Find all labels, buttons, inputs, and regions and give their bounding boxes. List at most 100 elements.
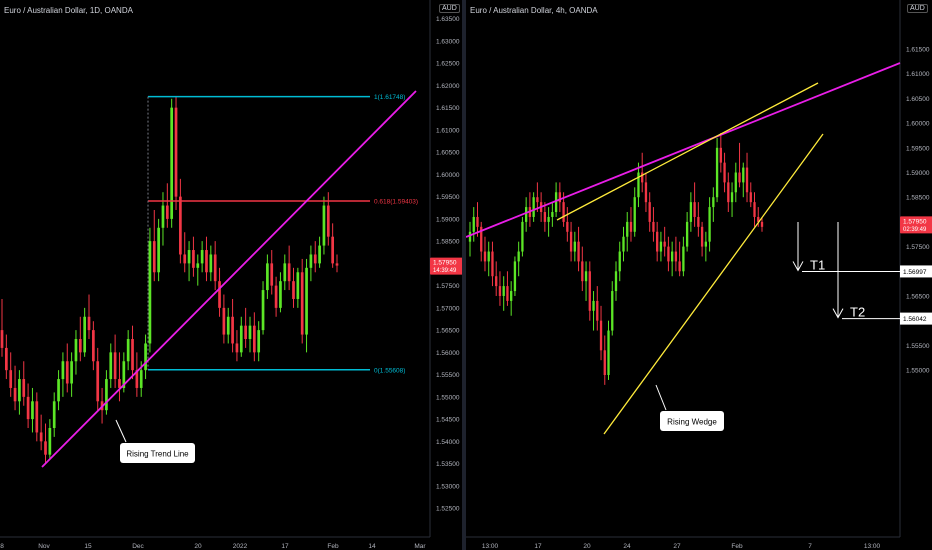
daily-candle-body[interactable] — [287, 263, 291, 282]
h4-candle-body[interactable] — [472, 216, 475, 232]
h4-candle-body[interactable] — [674, 251, 678, 262]
h4-candle-body[interactable] — [697, 216, 700, 227]
h4-candle-body[interactable] — [652, 221, 655, 232]
daily-candle-body[interactable] — [157, 227, 160, 273]
daily-candle-body[interactable] — [326, 205, 330, 237]
wedge-upper-line[interactable] — [556, 82, 819, 221]
h4-candle-body[interactable] — [704, 241, 708, 247]
h4-candle-body[interactable] — [551, 212, 554, 217]
h4-candle-body[interactable] — [708, 207, 711, 242]
h4-candle-body[interactable] — [760, 221, 764, 227]
daily-candle-body[interactable] — [165, 205, 169, 219]
daily-candle-body[interactable] — [231, 316, 234, 344]
h4-candle-body[interactable] — [618, 251, 621, 272]
h4-candle-body[interactable] — [524, 207, 528, 222]
h4-candle-body[interactable] — [468, 231, 472, 242]
h4-candle-body[interactable] — [626, 221, 629, 237]
daily-candle-body[interactable] — [192, 250, 195, 268]
daily-candle-body[interactable] — [322, 205, 326, 246]
h4-candle-body[interactable] — [607, 330, 610, 376]
daily-candle-body[interactable] — [78, 339, 82, 353]
h4-candle-body[interactable] — [498, 286, 502, 296]
h4-candle-body[interactable] — [622, 236, 625, 252]
daily-candle-body[interactable] — [274, 285, 278, 308]
h4-candle-body[interactable] — [685, 221, 689, 247]
h4-candle-body[interactable] — [749, 192, 752, 203]
daily-candle-body[interactable] — [70, 361, 73, 384]
upper-resistance-line[interactable] — [466, 62, 901, 238]
h4-candle-body[interactable] — [495, 276, 498, 287]
daily-currency-badge[interactable]: AUD — [439, 4, 460, 13]
h4-candle-body[interactable] — [689, 202, 693, 222]
h4-candle-body[interactable] — [719, 147, 722, 163]
daily-candle-body[interactable] — [113, 352, 117, 380]
h4-candle-body[interactable] — [723, 162, 726, 183]
daily-candle-body[interactable] — [318, 245, 321, 264]
daily-candle-body[interactable] — [187, 250, 191, 264]
h4-candle-body[interactable] — [641, 172, 644, 183]
h4-candle-body[interactable] — [558, 192, 562, 203]
daily-candle-body[interactable] — [248, 325, 252, 340]
h4-candle-body[interactable] — [730, 192, 734, 203]
daily-candle-body[interactable] — [35, 401, 39, 433]
daily-candle-body[interactable] — [13, 387, 17, 402]
daily-candle-body[interactable] — [139, 370, 143, 388]
daily-candle-body[interactable] — [52, 401, 56, 428]
daily-candle-body[interactable] — [57, 379, 60, 402]
daily-candle-body[interactable] — [183, 254, 187, 264]
h4-candle-body[interactable] — [614, 271, 618, 292]
h4-currency-badge[interactable]: AUD — [907, 4, 928, 13]
daily-candle-body[interactable] — [226, 316, 230, 335]
daily-candle-body[interactable] — [239, 325, 243, 353]
h4-candle-body[interactable] — [644, 182, 648, 203]
h4-candle-body[interactable] — [700, 226, 704, 247]
daily-candle-body[interactable] — [292, 281, 295, 299]
daily-candle-body[interactable] — [174, 107, 178, 197]
h4-candle-body[interactable] — [487, 251, 490, 262]
daily-candle-body[interactable] — [266, 263, 269, 291]
daily-candle-body[interactable] — [313, 254, 317, 264]
daily-candle-body[interactable] — [179, 196, 182, 255]
h4-candle-body[interactable] — [611, 291, 614, 331]
h4-candle-body[interactable] — [727, 182, 730, 203]
h4-candle-body[interactable] — [648, 202, 651, 222]
daily-candle-body[interactable] — [65, 361, 69, 384]
h4-candle-body[interactable] — [566, 221, 569, 232]
h4-candle-body[interactable] — [678, 261, 681, 272]
daily-candle-body[interactable] — [205, 250, 208, 273]
h4-candle-body[interactable] — [734, 172, 737, 193]
h4-candle-body[interactable] — [599, 320, 603, 351]
h4-candle-body[interactable] — [562, 202, 565, 222]
h4-candle-body[interactable] — [532, 197, 535, 217]
h4-candle-body[interactable] — [745, 167, 749, 193]
daily-candle-body[interactable] — [161, 205, 165, 228]
daily-candle-body[interactable] — [218, 281, 221, 308]
daily-candle-body[interactable] — [96, 361, 100, 402]
daily-candle-body[interactable] — [126, 339, 130, 362]
h4-candle-body[interactable] — [753, 202, 756, 217]
daily-candle-body[interactable] — [296, 272, 300, 299]
h4-candle-body[interactable] — [521, 221, 524, 252]
daily-candle-body[interactable] — [283, 263, 287, 282]
h4-candle-body[interactable] — [656, 231, 659, 252]
daily-candle-body[interactable] — [31, 401, 34, 420]
daily-candle-body[interactable] — [270, 263, 274, 286]
h4-candle-body[interactable] — [517, 251, 520, 262]
h4-candle-body[interactable] — [637, 172, 640, 198]
daily-candle-body[interactable] — [152, 241, 156, 273]
h4-candle-body[interactable] — [712, 197, 715, 208]
daily-candle-body[interactable] — [22, 379, 26, 397]
daily-candle-body[interactable] — [122, 361, 126, 388]
daily-candle-body[interactable] — [209, 254, 213, 273]
daily-candle-body[interactable] — [9, 370, 13, 388]
h4-candle-body[interactable] — [510, 291, 513, 301]
daily-candle-body[interactable] — [309, 254, 313, 268]
h4-candle-body[interactable] — [483, 251, 487, 262]
h4-candle-body[interactable] — [502, 286, 505, 296]
h4-candle-body[interactable] — [588, 271, 591, 311]
h4-candle-body[interactable] — [670, 251, 674, 262]
daily-candle-body[interactable] — [331, 236, 334, 264]
h4-chart-pane[interactable]: 1.61500 1.61000 1.60500 1.60000 1.59500 1.590… — [466, 0, 932, 550]
h4-chart[interactable]: 1.61500 1.61000 1.60500 1.60000 1.59500 1.590… — [466, 0, 932, 550]
daily-candle-body[interactable] — [222, 307, 226, 335]
